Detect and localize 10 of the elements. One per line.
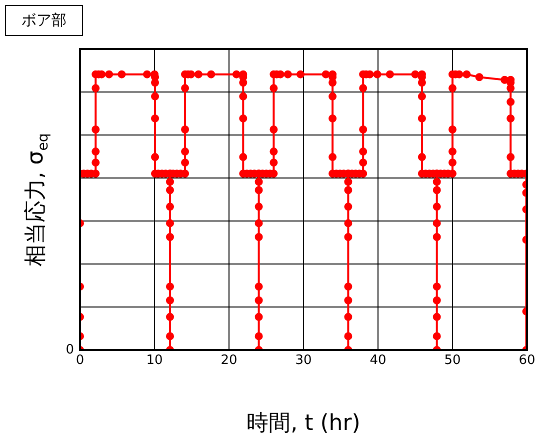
annotation: 0 — [66, 342, 74, 358]
x-tick-label: 30 — [295, 353, 312, 368]
x-tick-label: 40 — [370, 353, 386, 368]
x-tick-label: 0 — [76, 353, 84, 368]
x-tick-label: 20 — [220, 353, 238, 368]
x-tick-label: 60 — [518, 353, 536, 368]
chart-title: ボア部 — [5, 5, 83, 36]
x-tick-label: 50 — [444, 353, 461, 368]
x-tick-label: 10 — [146, 353, 163, 368]
x-axis-title: 時間, t (hr) — [246, 410, 362, 438]
